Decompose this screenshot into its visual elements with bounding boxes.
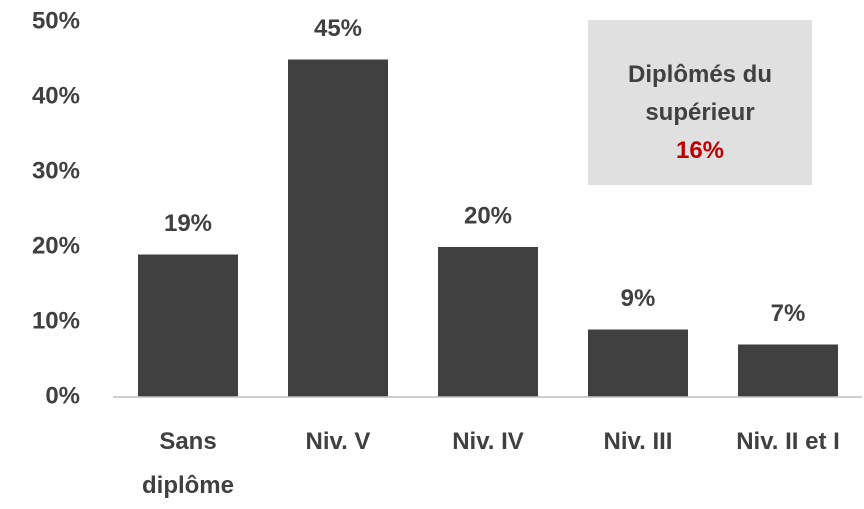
x-tick-label: Niv. IV (452, 428, 524, 455)
annotation-text: Diplômés du supérieur (627, 61, 772, 126)
x-tick-label: Niv. III (603, 428, 673, 455)
y-tick-label: 10% (32, 307, 80, 334)
x-tick-label: Sans diplôme (141, 428, 234, 499)
data-label: 9% (621, 285, 656, 312)
y-tick-label: 50% (32, 7, 80, 34)
bar (288, 59, 388, 397)
x-tick-label: Niv. II et I (736, 428, 840, 455)
y-tick-label: 40% (32, 82, 80, 109)
bar (438, 247, 538, 397)
bar (738, 344, 838, 397)
data-label: 7% (771, 300, 806, 327)
x-tick-label: Niv. V (305, 428, 371, 455)
bar (138, 254, 238, 397)
y-tick-label: 20% (32, 232, 80, 259)
annotation-box: Diplômés du supérieur 16% (588, 20, 812, 185)
y-tick-label: 0% (45, 382, 80, 409)
data-label: 19% (164, 210, 212, 237)
bar (588, 329, 688, 397)
annotation-value: 16% (675, 137, 725, 164)
data-label: 20% (464, 202, 512, 229)
data-label: 45% (314, 15, 362, 42)
y-tick-label: 30% (32, 157, 80, 184)
